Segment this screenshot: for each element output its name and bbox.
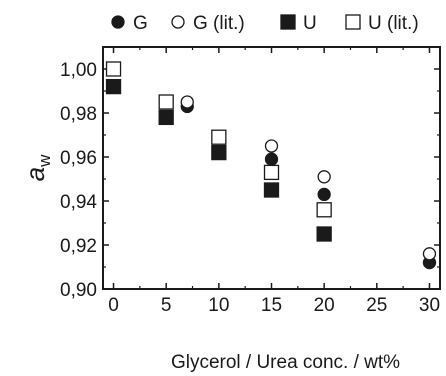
y-axis-label: aw xyxy=(20,154,54,181)
legend-marker-g-lit xyxy=(171,15,185,29)
legend-marker-u xyxy=(280,14,296,30)
data-point-u xyxy=(211,144,227,161)
legend-label: U (lit.) xyxy=(368,13,419,34)
x-tick-label: 0 xyxy=(108,295,119,316)
x-tick-label: 30 xyxy=(419,295,440,316)
y-axis-label-main: a xyxy=(20,167,50,181)
y-tick-label: 0,94 xyxy=(60,192,97,213)
y-tick-label: 0,98 xyxy=(60,104,97,125)
x-tick-label: 15 xyxy=(261,295,282,316)
data-point-u-lit xyxy=(105,61,122,77)
y-tick-label: 0,96 xyxy=(60,148,97,169)
data-point-g xyxy=(264,152,279,166)
data-point-u-lit xyxy=(211,129,227,145)
legend-label: G (lit.) xyxy=(193,13,245,34)
y-axis-label-subscript: w xyxy=(35,154,54,168)
legend-label: U xyxy=(303,13,317,34)
legend-marker-u-lit xyxy=(345,14,361,30)
chart-legend: G G (lit.) U U (lit.) xyxy=(111,13,419,34)
data-point-u xyxy=(316,226,332,242)
y-tick-label: 1,00 xyxy=(60,60,97,81)
data-point-g-lit xyxy=(180,95,194,109)
data-point-g-lit xyxy=(264,139,279,153)
data-point-u-lit xyxy=(263,164,280,181)
data-point-u xyxy=(105,78,122,95)
x-axis-label: Glycerol / Urea conc. / wt% xyxy=(171,352,400,373)
data-point-g-lit xyxy=(317,170,331,184)
y-tick-label: 0,92 xyxy=(60,236,97,257)
x-tick-label: 10 xyxy=(208,295,229,316)
data-point-g xyxy=(317,187,331,202)
data-point-u-lit xyxy=(316,202,332,218)
y-axis-ticks: 0,90 0,92 0,94 0,96 0,98 1,00 xyxy=(60,60,440,301)
x-tick-label: 20 xyxy=(314,295,335,316)
legend-marker-g xyxy=(111,15,125,29)
data-point-g-lit xyxy=(422,247,437,261)
data-point-u xyxy=(158,109,174,126)
data-point-u xyxy=(263,182,280,198)
y-tick-label: 0,90 xyxy=(60,280,97,301)
x-tick-label: 5 xyxy=(161,295,172,316)
data-point-u-lit xyxy=(158,94,174,110)
x-axis-ticks: 0 5 10 15 20 25 30 xyxy=(108,47,440,316)
legend-label: G xyxy=(133,13,148,34)
data-markers xyxy=(105,61,437,270)
x-tick-label: 25 xyxy=(366,295,387,316)
